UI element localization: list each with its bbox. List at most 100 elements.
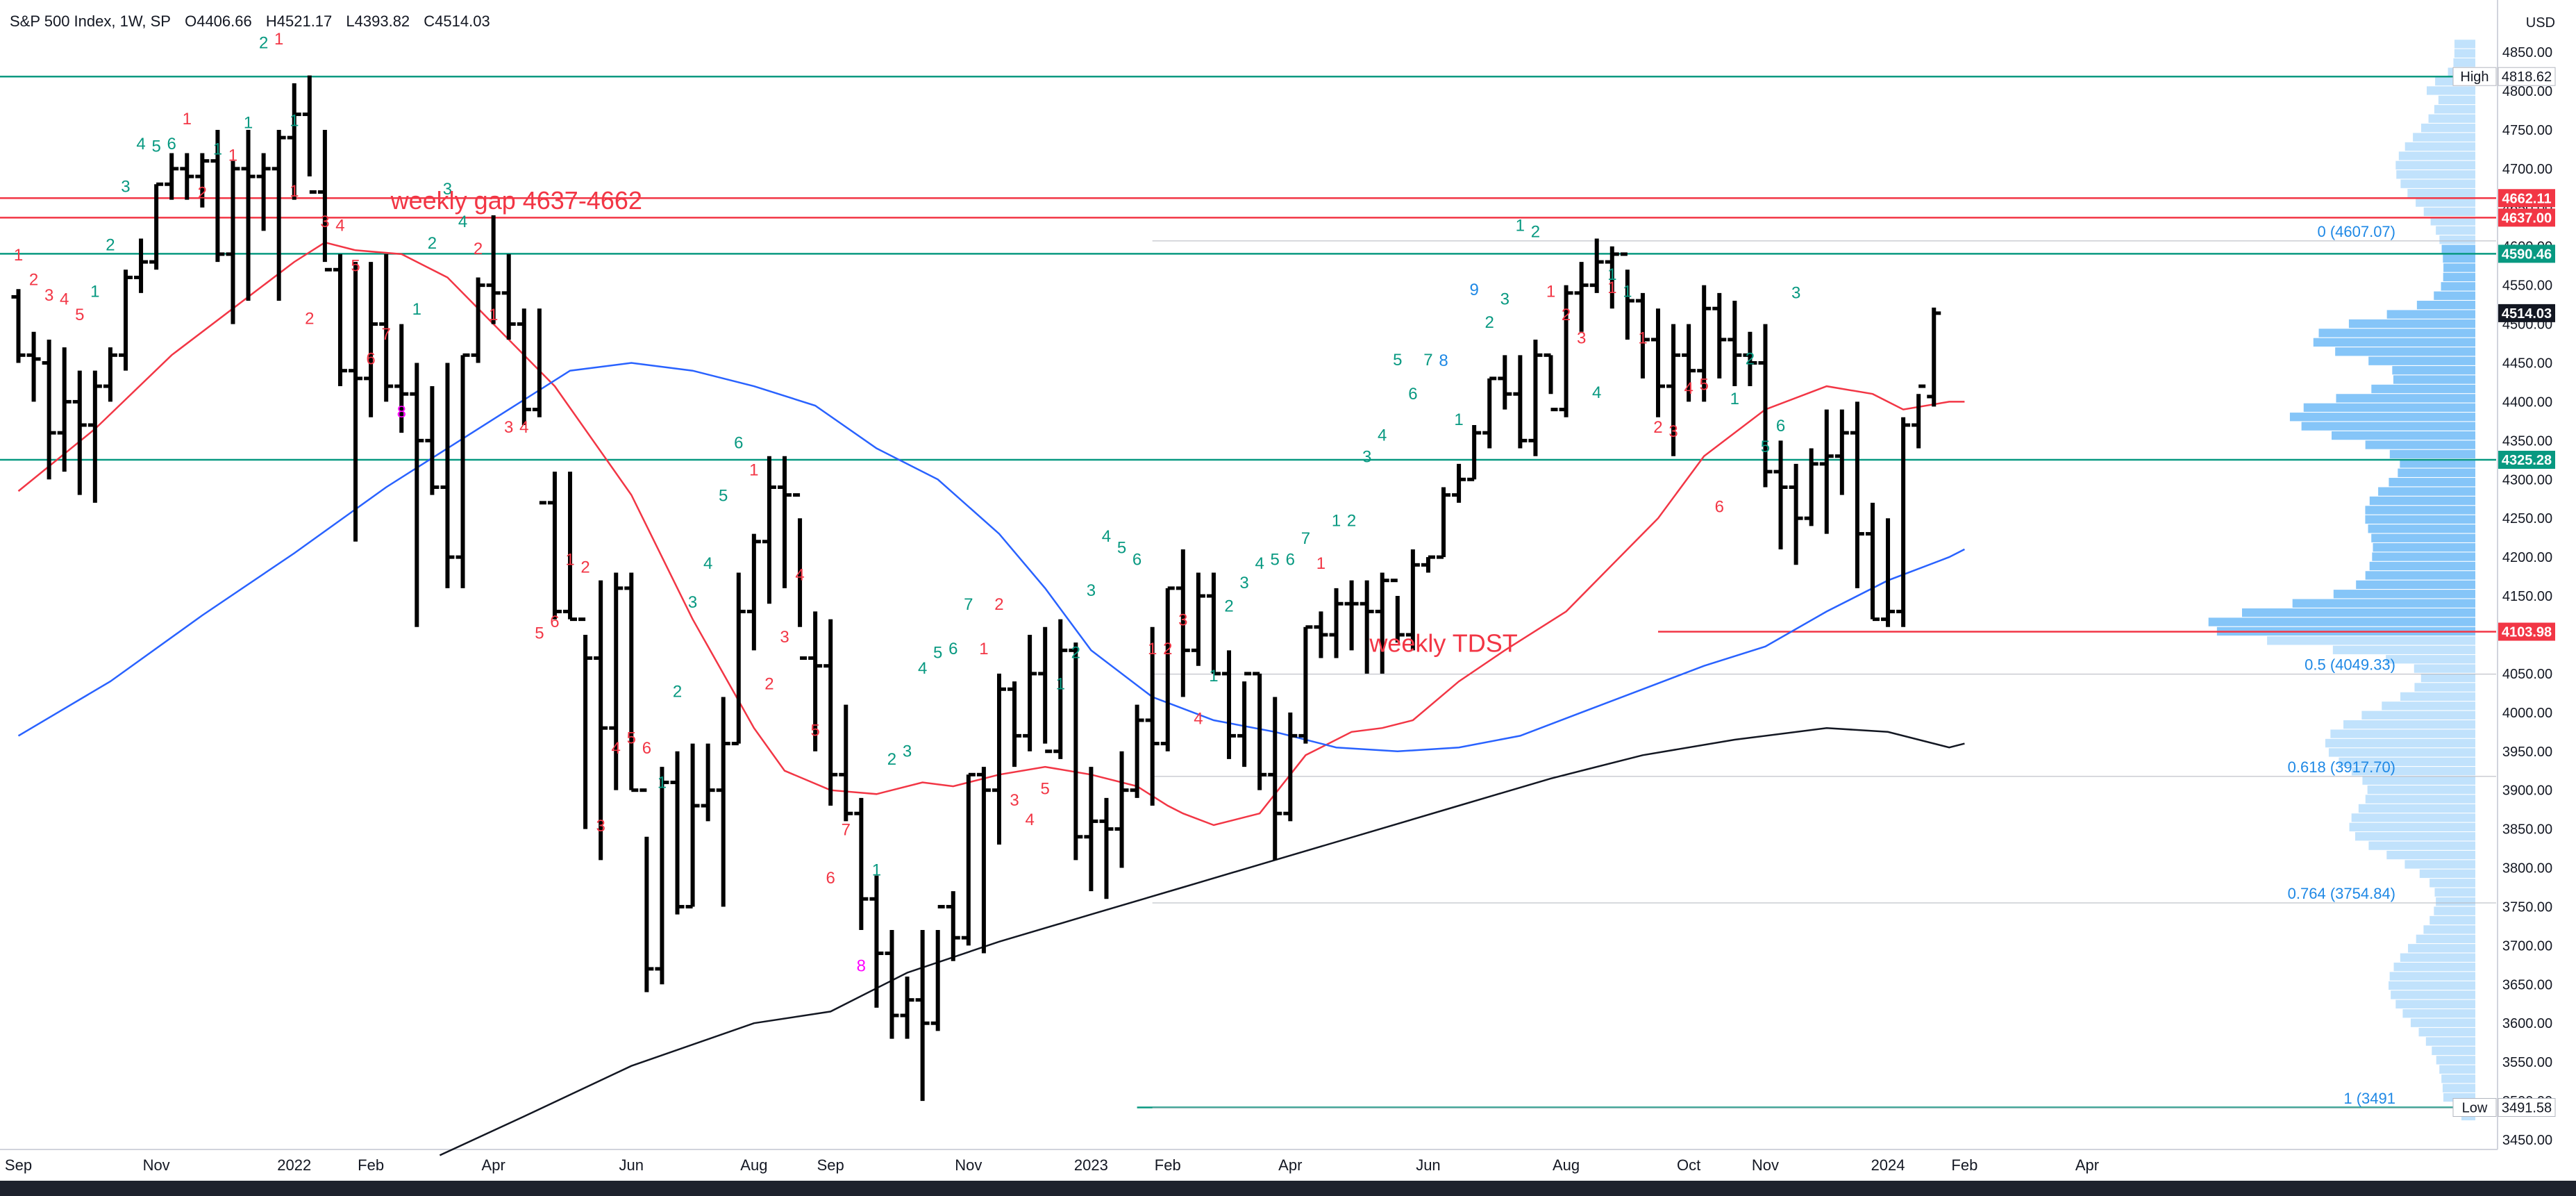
symbol-header[interactable]: S&P 500 Index, 1W, SP O4406.66 H4521.17 … (10, 13, 500, 31)
td-count: 4 (458, 213, 467, 231)
td-count: 9 (1469, 281, 1478, 299)
td-count: 4 (519, 418, 528, 437)
ohlc-low: L4393.82 (346, 13, 410, 30)
td-count: 3 (1239, 574, 1248, 592)
x-tick-label: 2023 (1074, 1156, 1108, 1174)
volume-profile-row (2418, 1027, 2475, 1037)
volume-profile (2208, 40, 2475, 1121)
volume-profile-row (2423, 207, 2475, 217)
fib-label: 1 (3491 (2343, 1090, 2395, 1107)
td-count: 1 (1332, 511, 1341, 530)
volume-profile-row (2443, 254, 2475, 263)
td-count: 2 (198, 183, 207, 202)
td-count: 5 (1393, 351, 1402, 369)
volume-profile-row (2241, 608, 2475, 617)
volume-profile-row (2395, 160, 2475, 169)
td-count: 4 (60, 290, 69, 309)
td-count: 5 (719, 487, 728, 506)
td-count: 6 (1408, 385, 1417, 404)
x-tick-label: 2022 (277, 1156, 311, 1174)
volume-profile-row (2330, 729, 2475, 738)
td-count: 6 (642, 739, 651, 758)
currency-label[interactable]: USD (2525, 15, 2555, 31)
volume-profile-row (2339, 757, 2475, 767)
volume-profile-row (2436, 226, 2475, 235)
td-count: 6 (826, 869, 835, 888)
y-tick-label: 3900.00 (2502, 783, 2552, 799)
volume-profile-row (2361, 711, 2475, 720)
extreme-tag-bg (2452, 1097, 2497, 1117)
volume-profile-row (2362, 776, 2475, 785)
td-count: 3 (1500, 290, 1509, 309)
volume-profile-row (2436, 897, 2475, 906)
ohlc-high: H4521.17 (265, 13, 333, 30)
level-price-label-bg (2498, 622, 2555, 641)
x-tick-label: Feb (1951, 1156, 1977, 1174)
fib-label: 0 (4607.07) (2317, 223, 2395, 240)
y-tick-label: 3850.00 (2502, 822, 2552, 838)
td-count: 4 (918, 659, 927, 678)
td-count: 3 (903, 742, 912, 761)
volume-profile-row (2441, 282, 2475, 291)
volume-profile-row (2328, 748, 2475, 757)
x-tick-label: Jun (619, 1156, 644, 1174)
volume-profile-row (2349, 822, 2475, 831)
td-count: 2 (1653, 418, 1662, 437)
y-tick-label: 4050.00 (2502, 667, 2552, 682)
level-price-label: 4103.98 (2502, 625, 2552, 640)
x-tick-label: Nov (955, 1156, 982, 1174)
td-count: 4 (136, 135, 145, 153)
level-price-label: 4590.46 (2502, 247, 2552, 262)
td-count: 8 (397, 403, 406, 422)
td-count: 5 (1117, 539, 1126, 558)
volume-profile-row (2434, 906, 2475, 915)
fib-label: 0.764 (3754.84) (2288, 885, 2395, 902)
volume-profile-row (2365, 440, 2475, 449)
extreme-tag-bg (2452, 67, 2497, 86)
volume-profile-row (2289, 413, 2475, 422)
volume-profile-row (2443, 263, 2475, 272)
volume-profile-row (2386, 850, 2475, 860)
y-tick-label: 3750.00 (2502, 899, 2552, 915)
volume-profile-row (2423, 925, 2475, 934)
td-count: 6 (1286, 550, 1295, 569)
x-tick-label: 2024 (1871, 1156, 1905, 1174)
volume-profile-row (2441, 1074, 2475, 1083)
y-tick-label: 3450.00 (2502, 1133, 2552, 1148)
volume-profile-row (2400, 953, 2475, 962)
volume-profile-row (2332, 645, 2475, 654)
td-count: 1 (872, 861, 881, 880)
extreme-tag: Low (2462, 1100, 2488, 1115)
td-count: 7 (1423, 351, 1432, 369)
td-count: 5 (810, 721, 819, 740)
price-axis[interactable]: 3450.003500.003550.003600.003650.003700.… (2452, 45, 2556, 1148)
volume-profile-row (2369, 561, 2475, 571)
y-tick-label: 3700.00 (2502, 938, 2552, 954)
td-count: 7 (1301, 529, 1310, 548)
volume-profile-row (2453, 58, 2475, 67)
y-tick-label: 4850.00 (2502, 45, 2552, 60)
level-price-label-bg (2498, 450, 2555, 469)
td-count: 1 (290, 111, 299, 130)
volume-profile-row (2408, 944, 2475, 953)
td-count: 6 (1132, 550, 1141, 569)
volume-profile-row (2429, 915, 2475, 925)
td-count: 3 (1087, 581, 1096, 600)
volume-profile-row (2292, 599, 2475, 608)
time-axis[interactable]: Sep Nov 2022 Feb Apr Jun Aug Sep Nov 2023 Feb Apr Ju… (5, 1156, 2099, 1174)
td-count: 2 (764, 674, 773, 693)
td-count: 3 (1010, 791, 1019, 810)
td-count: 2 (1531, 222, 1540, 241)
td-count: 6 (1776, 417, 1785, 435)
td-count: 1 (14, 246, 23, 265)
volume-profile-row (2425, 1037, 2475, 1046)
td-count: 2 (474, 240, 483, 258)
td-count: 5 (1271, 550, 1280, 569)
level-price-label: 4325.28 (2502, 453, 2552, 468)
volume-profile-row (2442, 1083, 2475, 1093)
td-count: 3 (504, 418, 513, 437)
td-count: 4 (335, 216, 344, 235)
volume-profile-row (2395, 999, 2475, 1008)
